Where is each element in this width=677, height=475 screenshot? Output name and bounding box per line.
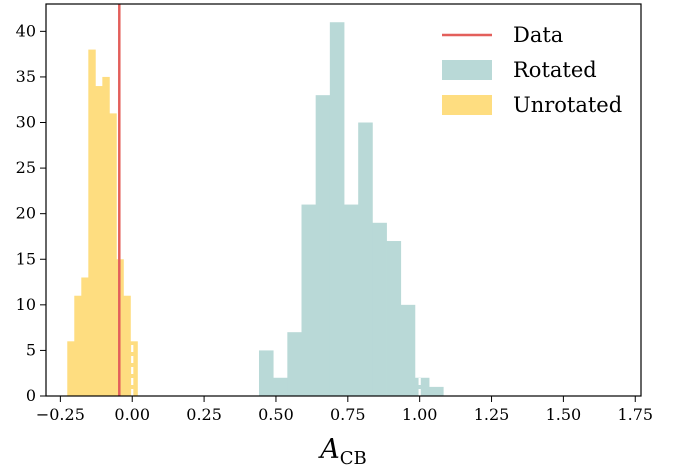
x-tick-label-4: 0.75 — [330, 405, 366, 424]
rotated-bar-8 — [372, 222, 387, 396]
x-axis-title-subscript: CB — [340, 448, 367, 469]
lines-layer — [118, 4, 421, 396]
legend-swatch-unrotated — [442, 95, 492, 115]
rotated-bar-10 — [400, 304, 416, 396]
unrotated-bar-1 — [74, 295, 82, 396]
unrotated-bar-6 — [109, 113, 117, 396]
x-tick-label-8: 1.75 — [617, 405, 653, 424]
rotated-bar-11 — [414, 377, 430, 396]
ticks-layer: −0.25 0.00 0.25 0.50 0.75 1.00 1.25 1.50 1.75 0 5 1… — [16, 21, 653, 424]
x-tick-label-1: 0.00 — [114, 405, 150, 424]
x-tick-label-6: 1.25 — [474, 405, 510, 424]
x-axis-title: ACB — [317, 434, 367, 469]
legend-swatch-rotated — [442, 60, 492, 80]
y-tick-label-2: 10 — [16, 295, 36, 314]
x-tick-label-7: 1.50 — [546, 405, 582, 424]
rotated-bar-4 — [315, 95, 331, 397]
legend-label-unrotated: Unrotated — [513, 93, 622, 117]
y-tick-label-3: 15 — [16, 249, 36, 268]
rotated-bar-1 — [273, 377, 288, 396]
x-tick-label-3: 0.50 — [258, 405, 294, 424]
y-tick-label-7: 35 — [16, 67, 36, 86]
x-tick-label-2: 0.25 — [186, 405, 222, 424]
x-tick-label-5: 1.00 — [402, 405, 438, 424]
rotated-bar-6 — [344, 204, 359, 396]
y-tick-label-4: 20 — [16, 204, 36, 223]
bars-layer — [67, 22, 444, 397]
plot-frame — [45, 3, 642, 397]
rotated-bar-2 — [287, 332, 302, 396]
y-tick-label-8: 40 — [16, 21, 36, 40]
x-tick-label-0: −0.25 — [36, 405, 85, 424]
unrotated-bar-5 — [102, 76, 110, 396]
unrotated-bar-9 — [130, 341, 138, 396]
rotated-bar-12 — [429, 386, 444, 396]
rotated-bar-5 — [329, 22, 345, 397]
legend: Data Rotated Unrotated — [442, 23, 622, 117]
y-tick-label-1: 5 — [26, 340, 36, 359]
rotated-bar-7 — [358, 122, 373, 396]
rotated-bar-0 — [258, 350, 274, 396]
x-axis-title-main: A — [317, 434, 340, 465]
y-tick-label-0: 0 — [26, 386, 36, 405]
unrotated-bar-3 — [88, 49, 96, 397]
unrotated-bar-8 — [123, 295, 131, 396]
unrotated-bar-0 — [67, 341, 75, 396]
unrotated-bar-2 — [81, 277, 89, 396]
unrotated-bar-4 — [95, 86, 103, 396]
legend-label-data: Data — [513, 23, 563, 47]
y-tick-label-5: 25 — [16, 158, 36, 177]
rotated-bar-9 — [386, 241, 402, 396]
legend-label-rotated: Rotated — [513, 58, 597, 82]
y-tick-label-6: 30 — [16, 113, 36, 132]
rotated-bar-3 — [301, 204, 317, 396]
